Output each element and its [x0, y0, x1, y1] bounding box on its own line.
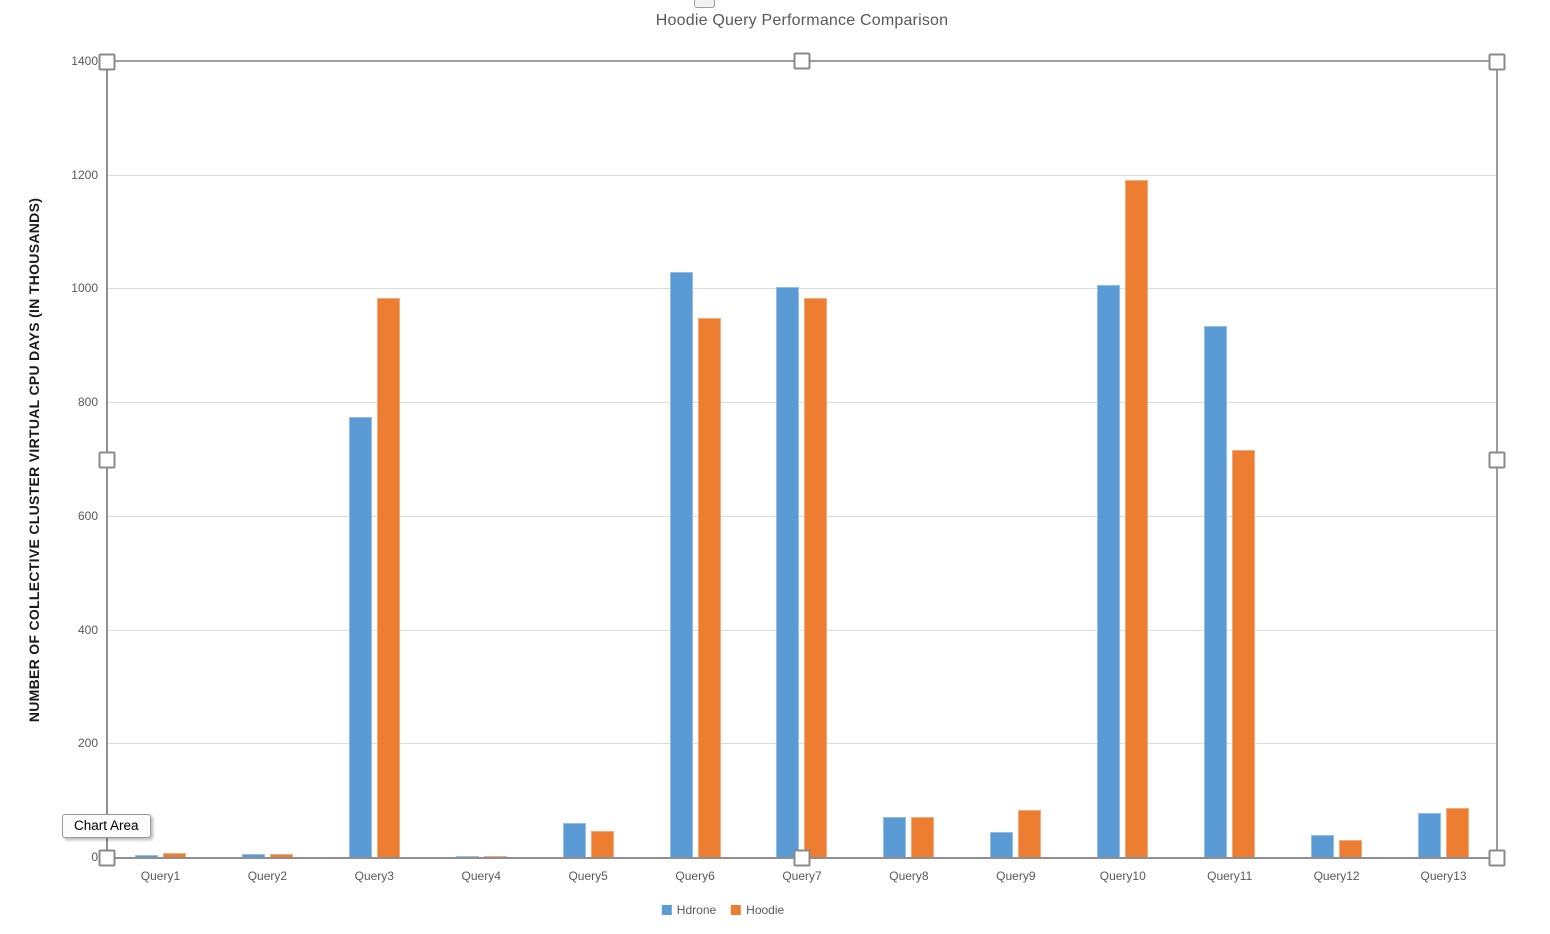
gridline-400	[107, 629, 1497, 631]
bar-hoodie-query13[interactable]	[1446, 807, 1470, 858]
gridline-600	[107, 515, 1497, 517]
bar-hdrone-query12[interactable]	[1311, 835, 1335, 858]
bar-hoodie-query1[interactable]	[162, 853, 186, 858]
bar-hoodie-query12[interactable]	[1339, 839, 1363, 858]
x-label-query10: Query10	[1099, 869, 1146, 883]
bar-hoodie-query9[interactable]	[1018, 810, 1042, 858]
x-label-query12: Query12	[1313, 869, 1360, 883]
x-label-query8: Query8	[889, 869, 929, 883]
bar-hoodie-query8[interactable]	[911, 817, 935, 858]
selection-handle-top-left[interactable]	[98, 53, 116, 71]
bar-hdrone-query13[interactable]	[1418, 813, 1442, 858]
x-axis-labels[interactable]: Query1 Query2 Query3 Query4 Query5 Query6 Quer…	[107, 869, 1497, 883]
bar-group-query10	[1069, 62, 1176, 858]
bar-hoodie-query4[interactable]	[483, 855, 507, 858]
x-label-query3: Query3	[354, 869, 394, 883]
bar-hdrone-query4[interactable]	[455, 855, 479, 858]
x-label-query2: Query2	[247, 869, 288, 883]
y-tick-1200: 1200	[71, 167, 98, 182]
bar-hoodie-query6[interactable]	[697, 317, 721, 858]
bar-hoodie-query10[interactable]	[1125, 179, 1149, 858]
bar-group-query8	[855, 62, 962, 858]
selection-handle-bottom-center[interactable]	[793, 849, 811, 867]
bar-hdrone-query10[interactable]	[1097, 284, 1121, 858]
bar-group-query4	[428, 62, 535, 858]
bar-hoodie-query11[interactable]	[1232, 449, 1256, 858]
x-label-query5: Query5	[568, 869, 608, 883]
x-label-query1: Query1	[140, 869, 181, 883]
selection-handle-top-right[interactable]	[1488, 53, 1506, 71]
clipped-handle-top-edge	[694, 0, 715, 8]
bar-group-query6	[642, 62, 749, 858]
bar-group-query11	[1176, 62, 1283, 858]
selection-handle-top-center[interactable]	[793, 52, 811, 70]
bar-hdrone-query5[interactable]	[562, 822, 586, 858]
bar-group-query1	[107, 62, 214, 858]
y-tick-400: 400	[77, 622, 98, 637]
selection-handle-bottom-right[interactable]	[1488, 849, 1506, 867]
gridline-1000	[107, 288, 1497, 290]
selection-handle-bottom-left[interactable]	[98, 849, 116, 867]
y-tick-600: 600	[77, 508, 98, 523]
legend-swatch-hdrone	[661, 905, 672, 915]
gridline-1200	[107, 174, 1497, 176]
bar-group-query2	[214, 62, 321, 858]
y-axis-title[interactable]: NUMBER OF COLLECTIVE CLUSTER VIRTUAL CPU…	[26, 197, 42, 723]
y-tick-0: 0	[91, 850, 98, 864]
y-tick-1400: 1400	[71, 54, 98, 68]
bar-group-query9	[962, 62, 1069, 858]
y-tick-1000: 1000	[71, 281, 98, 296]
legend-item-hdrone[interactable]: Hdrone	[661, 903, 717, 917]
bar-hoodie-query7[interactable]	[804, 297, 828, 858]
legend-item-hoodie[interactable]: Hoodie	[731, 903, 784, 917]
selection-handle-middle-left[interactable]	[98, 451, 116, 469]
legend[interactable]: Hdrone Hoodie	[661, 903, 784, 917]
bar-group-query5	[535, 62, 642, 858]
x-label-query11: Query11	[1207, 869, 1253, 883]
y-tick-800: 800	[77, 395, 98, 410]
bar-hdrone-query11[interactable]	[1204, 326, 1228, 858]
bar-hoodie-query5[interactable]	[590, 830, 614, 858]
chart-title[interactable]: Hoodie Query Performance Comparison	[655, 12, 949, 29]
bar-hdrone-query1[interactable]	[134, 855, 158, 858]
bar-hdrone-query2[interactable]	[241, 854, 265, 858]
bar-hdrone-query6[interactable]	[669, 272, 693, 858]
bar-hoodie-query2[interactable]	[269, 854, 293, 858]
bar-groups	[107, 62, 1497, 858]
legend-label-hdrone: Hdrone	[676, 903, 717, 917]
x-label-query9: Query9	[996, 869, 1036, 883]
bar-hdrone-query8[interactable]	[883, 817, 907, 858]
legend-label-hoodie: Hoodie	[746, 903, 785, 917]
selection-handle-middle-right[interactable]	[1488, 451, 1506, 469]
bar-group-query12	[1283, 62, 1390, 858]
gridline-200	[107, 743, 1497, 745]
x-label-query4: Query4	[461, 869, 501, 883]
gridline-800	[107, 402, 1497, 404]
x-label-query7: Query7	[782, 869, 822, 883]
plot-area[interactable]	[107, 61, 1497, 858]
bar-group-query13	[1390, 62, 1497, 858]
chart-area-tooltip: Chart Area	[62, 814, 151, 838]
bar-group-query3	[321, 62, 428, 858]
legend-swatch-hoodie	[731, 905, 742, 915]
bar-hdrone-query9[interactable]	[990, 831, 1014, 858]
bar-hoodie-query3[interactable]	[376, 297, 400, 858]
bar-hdrone-query3[interactable]	[348, 417, 372, 858]
x-label-query6: Query6	[675, 869, 715, 883]
x-label-query13: Query13	[1420, 869, 1467, 883]
y-tick-200: 200	[77, 736, 98, 751]
bar-hdrone-query7[interactable]	[776, 286, 800, 858]
bar-group-query7	[749, 62, 856, 858]
